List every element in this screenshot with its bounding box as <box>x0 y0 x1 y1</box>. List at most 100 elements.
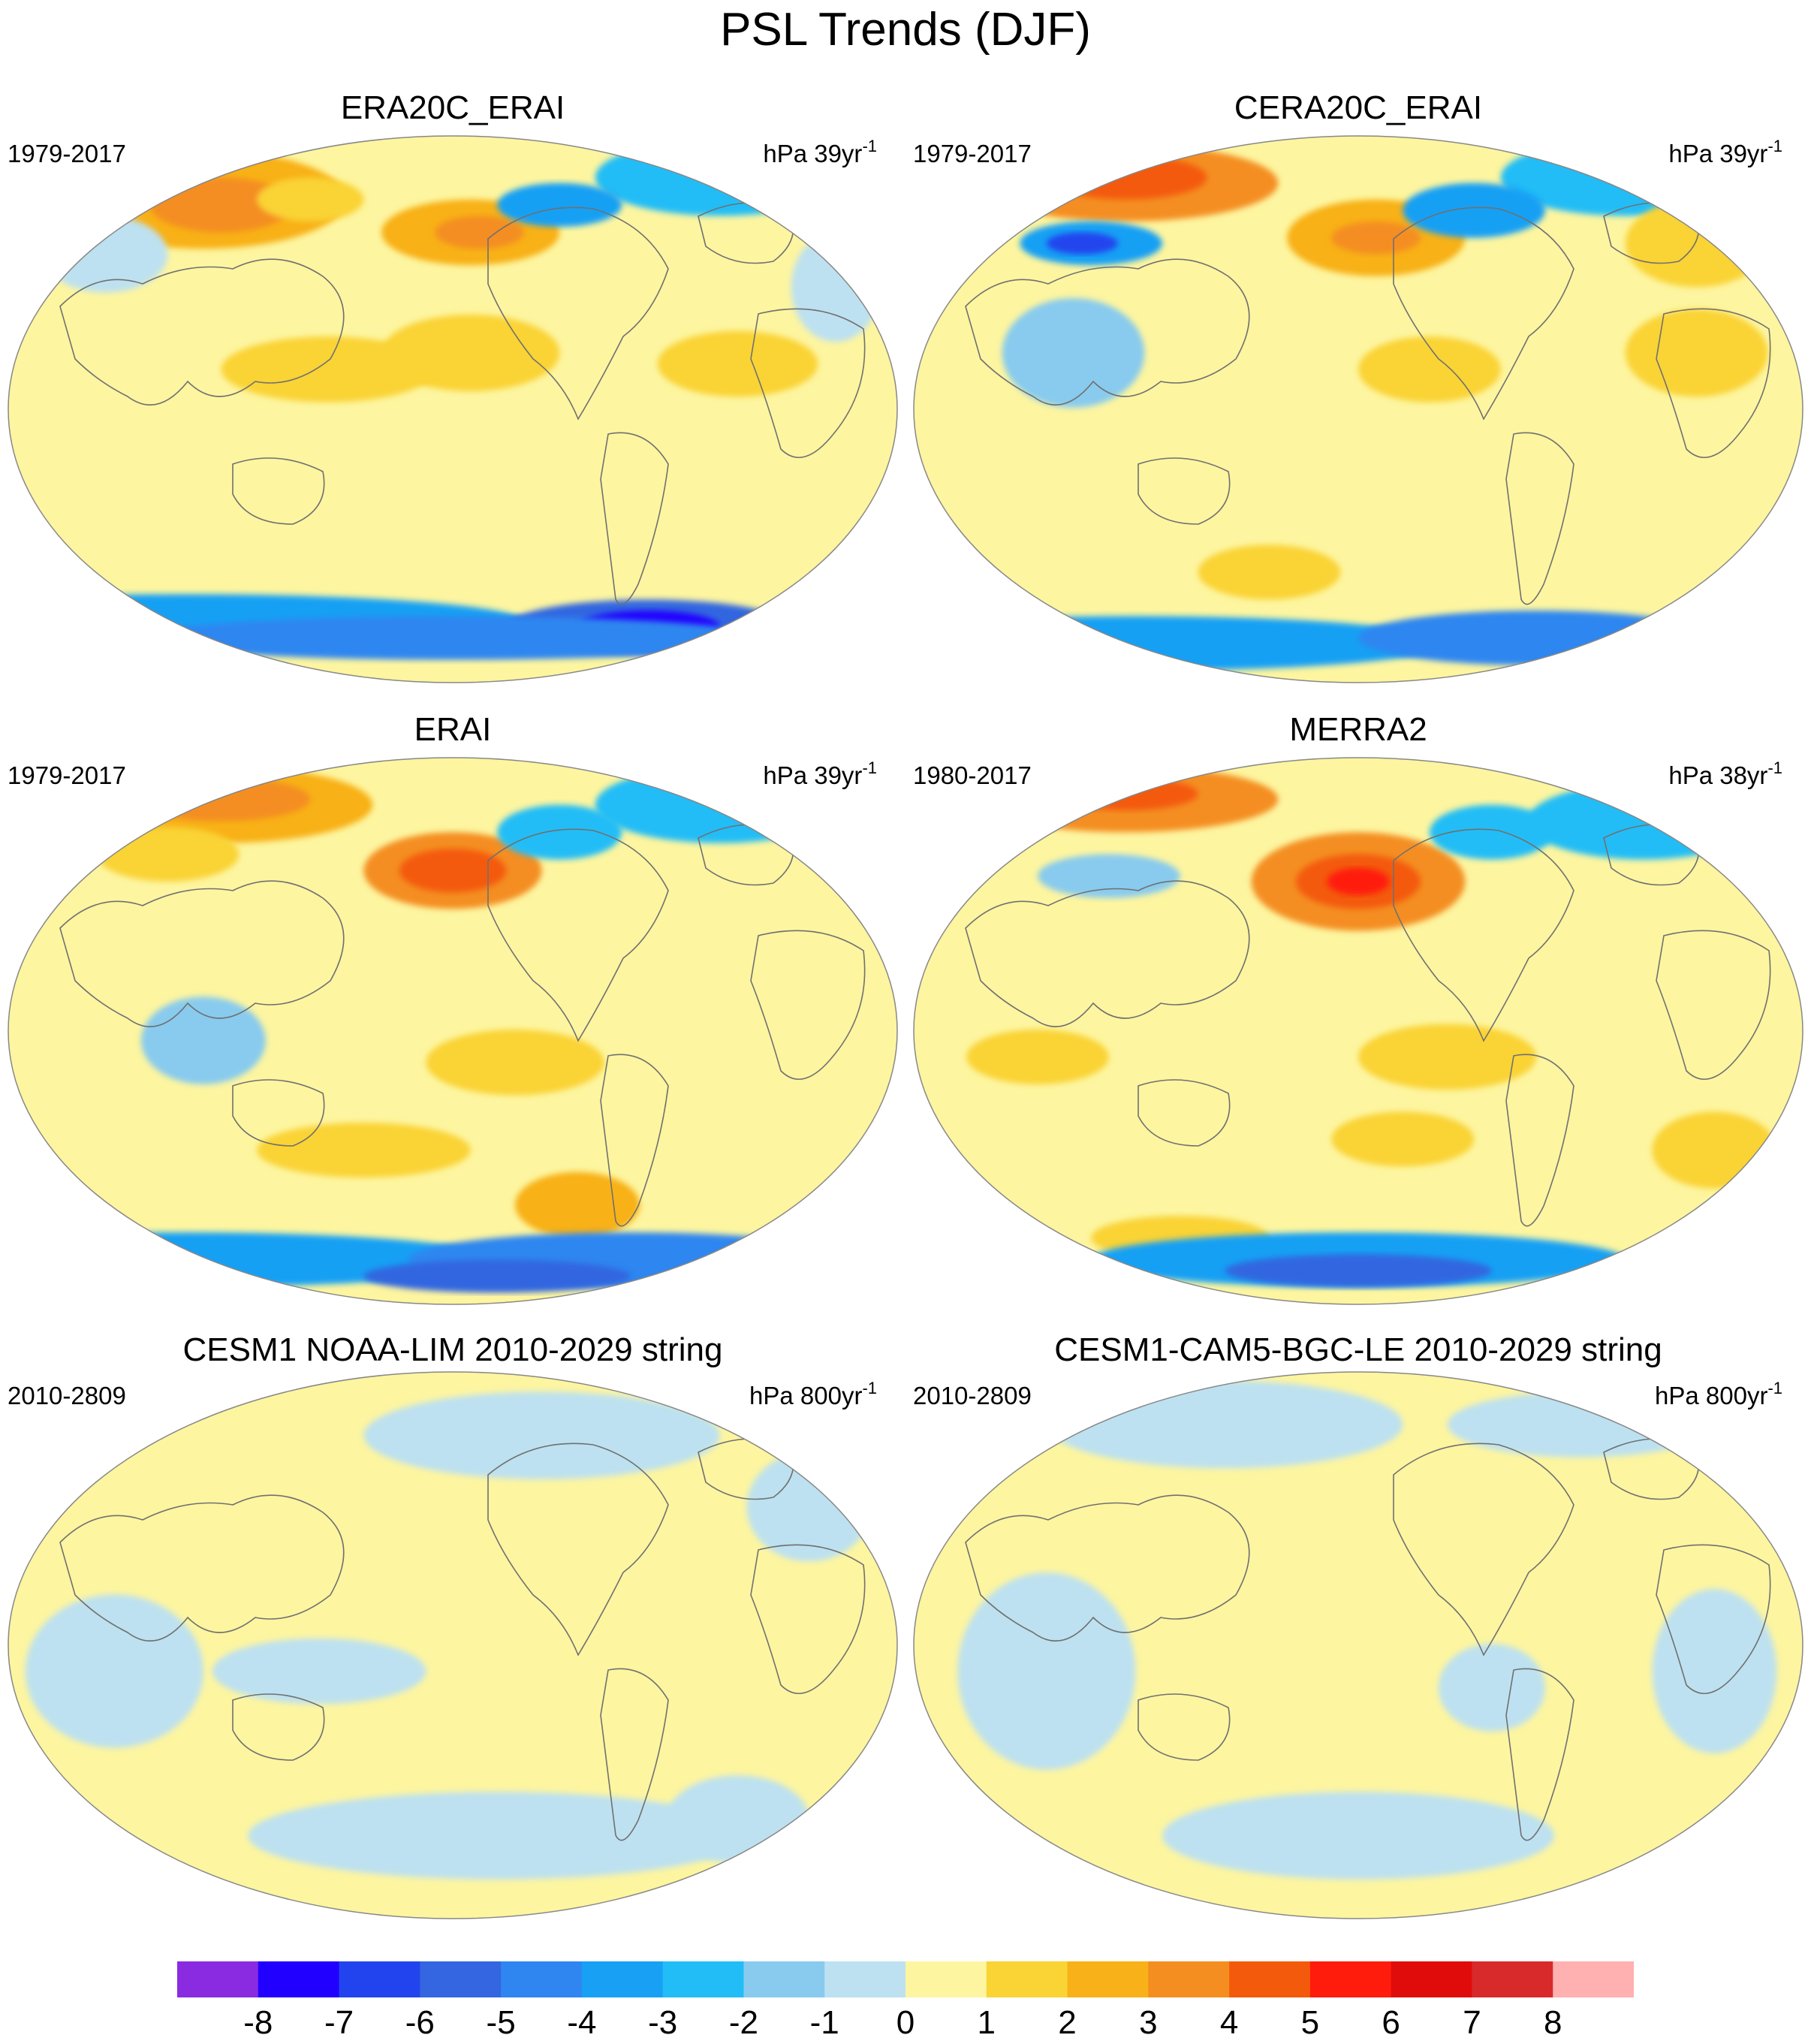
field-contour <box>1327 867 1390 896</box>
colorbar-swatch <box>743 1961 825 1997</box>
coastline <box>750 308 866 458</box>
colorbar-tick-label: 3 <box>1139 2004 1158 2041</box>
field-map <box>8 1371 898 1919</box>
units-text: hPa 38yr <box>1668 761 1768 789</box>
map-panel: ERA20C_ERAI 1979-2017 hPa 39yr-1 <box>0 0 906 683</box>
coastline <box>600 432 669 605</box>
coastline <box>1393 207 1574 421</box>
map-panel: ERAI 1979-2017 hPa 39yr-1 <box>0 622 906 1305</box>
panel-title: CERA20C_ERAI <box>1234 89 1483 126</box>
field-contour <box>1162 1792 1554 1880</box>
colorbar-swatch <box>258 1961 340 1997</box>
field-contour <box>497 182 622 228</box>
field-contour <box>257 1123 471 1178</box>
units-text: hPa 39yr <box>1668 140 1768 167</box>
map-border <box>8 135 898 683</box>
panel-units: hPa 800yr-1 <box>749 1373 877 1411</box>
colorbar-swatch <box>339 1961 420 1997</box>
coastline <box>600 1668 669 1841</box>
colorbar-swatch <box>501 1961 583 1997</box>
colorbar-swatch <box>1309 1961 1392 1997</box>
coastline <box>1603 824 1700 886</box>
map-panel: CESM1 NOAA-LIM 2010-2029 string 2010-2809… <box>0 1242 906 1919</box>
coastline <box>232 1693 325 1761</box>
field-contour <box>657 330 818 397</box>
coastline <box>698 1438 794 1500</box>
coastline <box>1656 930 1771 1080</box>
panel-period: 2010-2809 <box>913 1382 1032 1409</box>
colorbar-swatch <box>1148 1961 1230 1997</box>
field-map <box>913 757 1803 1305</box>
colorbar-swatch <box>420 1961 502 1997</box>
coastline <box>1138 457 1231 525</box>
coastline <box>965 880 1250 1028</box>
field-contour <box>515 1171 640 1238</box>
coastline <box>1393 828 1574 1042</box>
map-border <box>8 1371 898 1919</box>
field-contour <box>1331 221 1421 255</box>
panel-period: 1979-2017 <box>8 140 126 167</box>
field-contour <box>1198 544 1341 600</box>
field-contour <box>426 1030 604 1096</box>
colorbar-swatch <box>662 1961 744 1997</box>
colorbar-tick-label: -1 <box>809 2004 839 2041</box>
units-text: hPa 39yr <box>763 140 863 167</box>
coastline <box>1138 1079 1231 1147</box>
coastline <box>965 1494 1250 1642</box>
coastline <box>1138 1693 1231 1761</box>
coastline <box>750 930 866 1080</box>
panel-title: ERA20C_ERAI <box>340 89 565 126</box>
coastline <box>59 880 345 1028</box>
coastline <box>1656 308 1771 458</box>
map-border <box>8 757 898 1305</box>
panel-period: 1979-2017 <box>8 761 126 789</box>
colorbar-labels: -8 -7 -6 -5 -4 -3 -2 -1 0 1 2 3 4 5 6 7 8 <box>0 2006 1811 2044</box>
panel-units: hPa 39yr-1 <box>1668 131 1782 169</box>
colorbar <box>177 1961 1634 1997</box>
colorbar-tick-label: 0 <box>896 2004 915 2041</box>
colorbar-swatch <box>1472 1961 1553 1997</box>
field-contour <box>1331 1111 1475 1167</box>
colorbar-tick-label: 8 <box>1543 2004 1562 2041</box>
colorbar-swatch <box>906 1961 987 1997</box>
field-map <box>913 135 1803 683</box>
colorbar-tick-label: 6 <box>1382 2004 1400 2041</box>
field-contour <box>363 1259 631 1293</box>
field-contour <box>1046 155 1207 200</box>
panel-units: hPa 39yr-1 <box>763 131 877 169</box>
coastline <box>59 1494 345 1642</box>
field-contour <box>257 177 364 222</box>
units-text: hPa 800yr <box>1655 1382 1768 1409</box>
coastline <box>698 824 794 886</box>
field-contour <box>221 336 435 402</box>
field-contour <box>497 804 622 860</box>
field-contour <box>1438 1644 1546 1732</box>
colorbar-swatch <box>1391 1961 1472 1997</box>
field-contour <box>1625 199 1768 288</box>
field-contour <box>1225 1254 1492 1288</box>
field-contour <box>666 1775 809 1863</box>
colorbar-tick-label: -7 <box>324 2004 354 2041</box>
colorbar-tick-label: -6 <box>405 2004 435 2041</box>
coastline <box>1603 202 1700 264</box>
colorbar-tick-label: 2 <box>1058 2004 1077 2041</box>
colorbar-swatch <box>986 1961 1068 1997</box>
map-border <box>913 757 1803 1305</box>
field-map <box>8 757 898 1305</box>
field-contour <box>966 1030 1109 1084</box>
colorbar-tick-label: 1 <box>977 2004 996 2041</box>
units-exponent: -1 <box>1767 1379 1782 1397</box>
units-exponent: -1 <box>862 137 877 155</box>
field-contour <box>1002 298 1145 408</box>
coastline <box>1393 1443 1574 1657</box>
panel-title: CESM1-CAM5-BGC-LE 2010-2029 string <box>1054 1331 1662 1368</box>
field-contour <box>1358 1024 1537 1090</box>
units-text: hPa 39yr <box>763 761 863 789</box>
field-contour <box>25 1594 203 1748</box>
field-contour <box>595 139 845 216</box>
field-contour <box>1046 1380 1403 1469</box>
coastline <box>600 1054 669 1227</box>
field-contour <box>1038 854 1180 898</box>
colorbar-swatch <box>581 1961 664 1997</box>
coastline <box>487 828 669 1042</box>
